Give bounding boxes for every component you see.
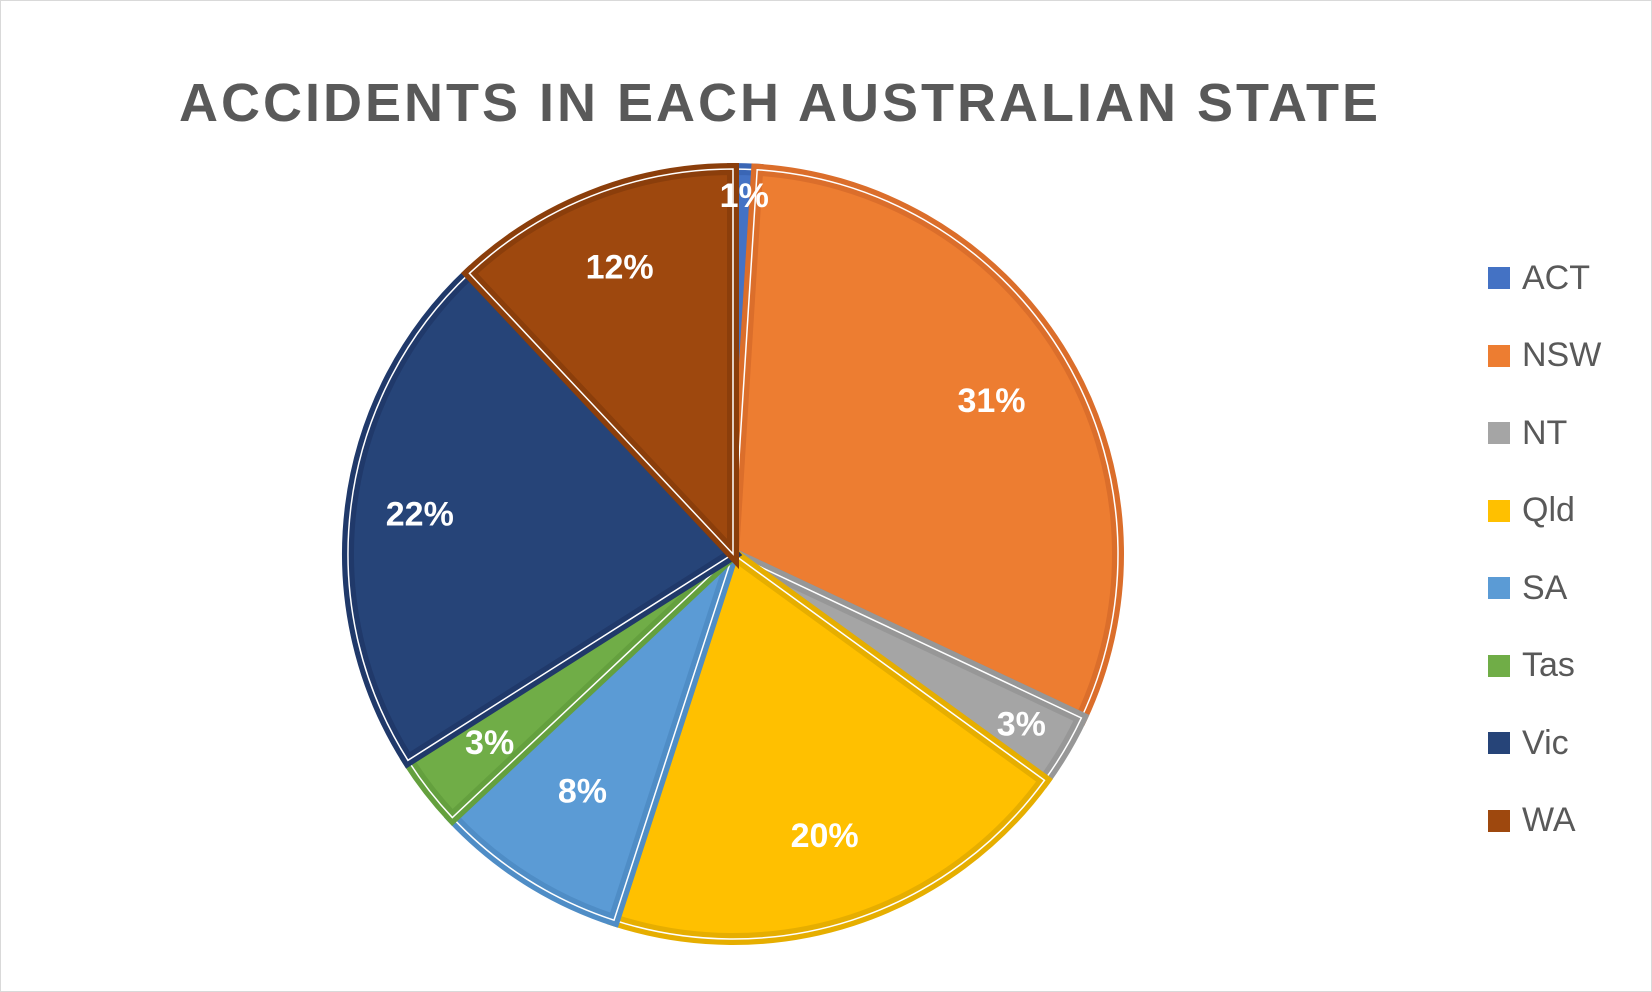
legend-item-sa: SA [1488,568,1567,608]
legend-item-nsw: NSW [1488,336,1601,376]
legend-label-vic: Vic [1522,723,1569,762]
legend-swatch-nsw [1488,344,1510,367]
legend-label-qld: Qld [1522,491,1575,529]
pie-slice-outline-vic [347,272,735,762]
legend-item-nt: NT [1488,413,1567,453]
pie-slice-outline-sa [451,553,734,922]
legend-item-vic: Vic [1488,723,1569,763]
legend-swatch-nt [1488,422,1510,444]
legend-swatch-qld [1488,499,1510,522]
data-label-wa: 12% [586,249,654,287]
legend-swatch-sa [1488,577,1510,599]
legend-swatch-wa [1488,809,1510,832]
legend-item-wa: WA [1488,801,1576,841]
chart-title: ACCIDENTS IN EACH AUSTRALIAN STATE [179,73,1381,133]
data-label-vic: 22% [386,495,454,533]
legend-label-nsw: NSW [1522,336,1602,374]
data-label-nt: 3% [997,706,1046,744]
legend-swatch-tas [1488,654,1510,677]
legend-label-nt: NT [1522,413,1568,452]
data-label-qld: 20% [791,817,859,855]
legend-label-tas: Tas [1522,646,1575,684]
legend-label-act: ACT [1522,258,1590,297]
pie-slice-outline-wa [468,168,734,556]
legend-swatch-vic [1488,732,1510,754]
legend-item-qld: Qld [1488,491,1575,531]
legend-label-sa: SA [1522,568,1568,607]
pie-slice-outline-qld [613,552,1046,940]
legend-item-tas: Tas [1488,646,1575,686]
legend-swatch-act [1488,267,1510,289]
legend-label-wa: WA [1522,801,1576,839]
data-label-act: 1% [720,177,769,215]
pie-slice-outline-nsw [732,168,1119,719]
data-label-sa: 8% [558,772,607,810]
pie-data-labels: 1% 31% 3% 20% 8% 3% 22% 12% [386,177,1046,855]
data-label-tas: 3% [465,724,514,762]
legend-item-act: ACT [1488,258,1590,298]
pie-slices [342,162,1124,945]
data-label-nsw: 31% [957,382,1025,420]
